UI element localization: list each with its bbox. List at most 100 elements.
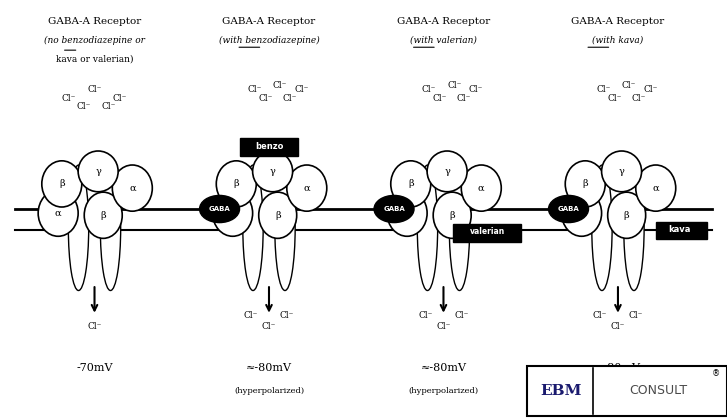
Ellipse shape — [212, 190, 253, 236]
Text: (no benzodiazepine or: (no benzodiazepine or — [44, 36, 145, 45]
Text: β: β — [100, 211, 106, 220]
Text: Cl⁻: Cl⁻ — [607, 94, 622, 103]
Ellipse shape — [252, 151, 292, 192]
Text: α: α — [303, 184, 310, 193]
Text: (with kava): (with kava) — [593, 36, 643, 45]
Text: Cl⁻: Cl⁻ — [611, 321, 625, 331]
Text: β: β — [233, 179, 239, 189]
Ellipse shape — [608, 192, 646, 238]
Text: GABA: GABA — [209, 206, 230, 212]
Ellipse shape — [243, 165, 263, 291]
Text: (hyperpolarized): (hyperpolarized) — [234, 387, 304, 395]
Text: Cl⁻: Cl⁻ — [631, 94, 646, 103]
Text: Cl⁻: Cl⁻ — [629, 311, 643, 320]
Text: β: β — [624, 211, 630, 220]
Ellipse shape — [624, 165, 644, 291]
Text: GABA: GABA — [383, 206, 405, 212]
Text: GABA-A Receptor: GABA-A Receptor — [222, 17, 316, 26]
Ellipse shape — [275, 165, 295, 291]
Ellipse shape — [561, 190, 601, 236]
Text: valerian: valerian — [470, 227, 505, 237]
Text: β: β — [275, 211, 281, 220]
Text: Cl⁻: Cl⁻ — [280, 311, 294, 320]
Text: Cl⁻: Cl⁻ — [418, 311, 433, 320]
Text: Cl⁻: Cl⁻ — [436, 321, 451, 331]
Text: Cl⁻: Cl⁻ — [457, 94, 471, 103]
Text: Cl⁻: Cl⁻ — [62, 94, 76, 103]
Text: Cl⁻: Cl⁻ — [643, 85, 658, 94]
FancyBboxPatch shape — [527, 366, 727, 416]
Ellipse shape — [374, 196, 414, 223]
Text: γ: γ — [444, 167, 450, 176]
Text: Cl⁻: Cl⁻ — [469, 85, 483, 94]
Text: ≈-80mV: ≈-80mV — [420, 363, 467, 373]
Ellipse shape — [79, 151, 118, 192]
Text: ®: ® — [712, 370, 720, 379]
Text: Cl⁻: Cl⁻ — [102, 102, 116, 111]
Text: Cl⁻: Cl⁻ — [87, 85, 102, 94]
Text: α: α — [55, 209, 62, 218]
Ellipse shape — [433, 192, 471, 238]
Text: Cl⁻: Cl⁻ — [593, 311, 607, 320]
Text: -70mV: -70mV — [76, 363, 113, 373]
Text: Cl⁻: Cl⁻ — [87, 321, 102, 331]
Ellipse shape — [635, 165, 675, 211]
Text: β: β — [408, 179, 414, 189]
FancyBboxPatch shape — [453, 224, 521, 242]
Text: GABA-A Receptor: GABA-A Receptor — [397, 17, 490, 26]
Text: Cl⁻: Cl⁻ — [244, 311, 258, 320]
Text: GABA-A Receptor: GABA-A Receptor — [48, 17, 141, 26]
Ellipse shape — [449, 165, 470, 291]
Text: EBM: EBM — [540, 384, 582, 398]
Text: kava: kava — [669, 225, 691, 234]
Text: α: α — [229, 209, 236, 218]
Text: α: α — [578, 209, 585, 218]
Text: α: α — [403, 209, 411, 218]
Ellipse shape — [68, 165, 89, 291]
Ellipse shape — [259, 192, 297, 238]
Ellipse shape — [112, 165, 152, 211]
Text: (with benzodiazepine): (with benzodiazepine) — [219, 36, 319, 45]
Text: α: α — [129, 184, 136, 193]
Text: Cl⁻: Cl⁻ — [622, 81, 636, 90]
Text: ≈-80mV: ≈-80mV — [246, 363, 292, 373]
Text: benzo: benzo — [254, 142, 284, 151]
Ellipse shape — [602, 151, 641, 192]
Text: ≈-80mV: ≈-80mV — [595, 363, 641, 373]
Text: kava or valerian): kava or valerian) — [56, 54, 133, 64]
Text: Cl⁻: Cl⁻ — [258, 94, 273, 103]
Text: Cl⁻: Cl⁻ — [273, 81, 287, 90]
Text: γ: γ — [270, 167, 276, 176]
Text: (hyperpolarized): (hyperpolarized) — [409, 387, 478, 395]
Text: Cl⁻: Cl⁻ — [262, 321, 276, 331]
Text: GABA: GABA — [558, 206, 579, 212]
Text: β: β — [59, 179, 65, 189]
Ellipse shape — [286, 165, 326, 211]
Text: Cl⁻: Cl⁻ — [282, 94, 297, 103]
Ellipse shape — [548, 196, 588, 223]
Text: Cl⁻: Cl⁻ — [596, 85, 611, 94]
Text: (hyperpolarized): (hyperpolarized) — [583, 387, 653, 395]
FancyBboxPatch shape — [240, 138, 298, 156]
Text: γ: γ — [95, 167, 101, 176]
Text: γ: γ — [619, 167, 624, 176]
Text: (with valerian): (with valerian) — [410, 36, 477, 45]
Ellipse shape — [387, 190, 427, 236]
Ellipse shape — [41, 161, 81, 207]
Text: Cl⁻: Cl⁻ — [454, 311, 469, 320]
Ellipse shape — [427, 151, 467, 192]
Text: β: β — [449, 211, 455, 220]
Ellipse shape — [390, 161, 430, 207]
Ellipse shape — [84, 192, 122, 238]
FancyBboxPatch shape — [656, 222, 707, 239]
Ellipse shape — [100, 165, 121, 291]
Ellipse shape — [592, 165, 612, 291]
Text: α: α — [478, 184, 485, 193]
Text: Cl⁻: Cl⁻ — [113, 94, 127, 103]
Text: Cl⁻: Cl⁻ — [447, 81, 462, 90]
Text: GABA-A Receptor: GABA-A Receptor — [571, 17, 664, 26]
Ellipse shape — [566, 161, 605, 207]
Text: Cl⁻: Cl⁻ — [422, 85, 436, 94]
Text: α: α — [652, 184, 659, 193]
Ellipse shape — [38, 190, 78, 236]
